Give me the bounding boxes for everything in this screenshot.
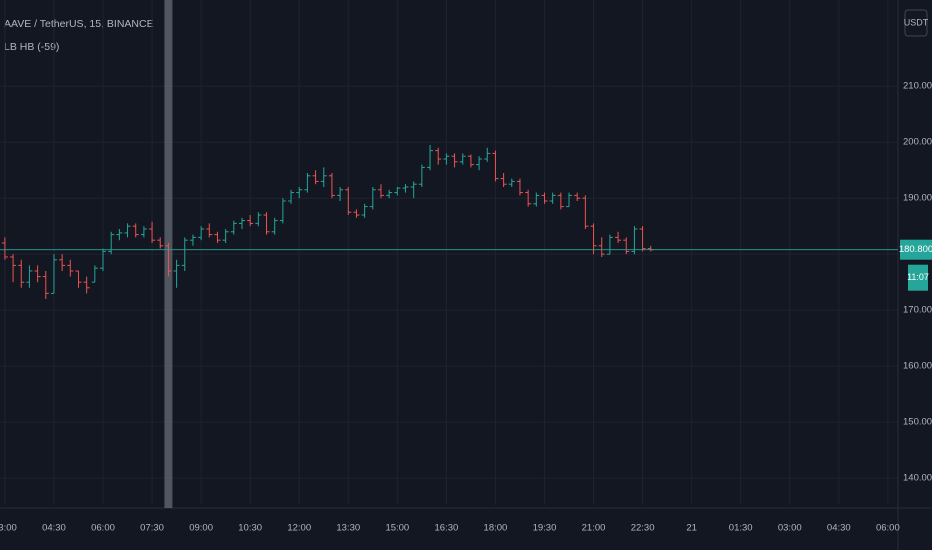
y-tick-label: 200.000 [903, 137, 932, 148]
x-tick-label: 18:00 [484, 523, 508, 534]
x-tick-label: 13:30 [336, 523, 360, 534]
x-tick-label: 19:30 [533, 523, 557, 534]
x-tick-label: 22:30 [631, 523, 655, 534]
currency-label[interactable]: USDT [904, 17, 929, 27]
indicator-label: LB HB (-59) [4, 41, 59, 53]
currency-button[interactable] [904, 9, 928, 37]
x-tick-label: 03:00 [778, 523, 802, 534]
x-tick-label: 10:30 [238, 523, 262, 534]
y-tick-label: 140.000 [903, 473, 932, 484]
last-price-label: 180.800 [899, 244, 932, 255]
x-tick-label: 03:00 [0, 523, 17, 534]
x-tick-label: 07:30 [140, 523, 164, 534]
x-tick-label: 06:00 [876, 523, 900, 534]
countdown-box [908, 264, 928, 291]
chart-title: AAVE / TetherUS, 15, BINANCE [4, 18, 154, 30]
x-tick-label: 16:30 [434, 523, 458, 534]
last-price-box [900, 239, 932, 260]
y-tick-label: 170.000 [903, 305, 932, 316]
y-tick-label: 210.000 [903, 81, 932, 92]
x-tick-label: 15:00 [385, 523, 409, 534]
x-tick-label: 06:00 [91, 523, 115, 534]
x-tick-label: 21 [686, 523, 697, 534]
y-tick-label: 160.000 [903, 361, 932, 372]
x-tick-label: 04:30 [42, 523, 66, 534]
x-tick-label: 09:00 [189, 523, 213, 534]
x-tick-label: 21:00 [582, 523, 606, 534]
x-tick-label: 01:30 [729, 523, 753, 534]
x-tick-label: 12:00 [287, 523, 311, 534]
countdown-label: 11:07 [907, 272, 929, 282]
y-tick-label: 190.000 [903, 193, 932, 204]
x-tick-label: 04:30 [827, 523, 851, 534]
y-tick-label: 150.000 [903, 417, 932, 428]
